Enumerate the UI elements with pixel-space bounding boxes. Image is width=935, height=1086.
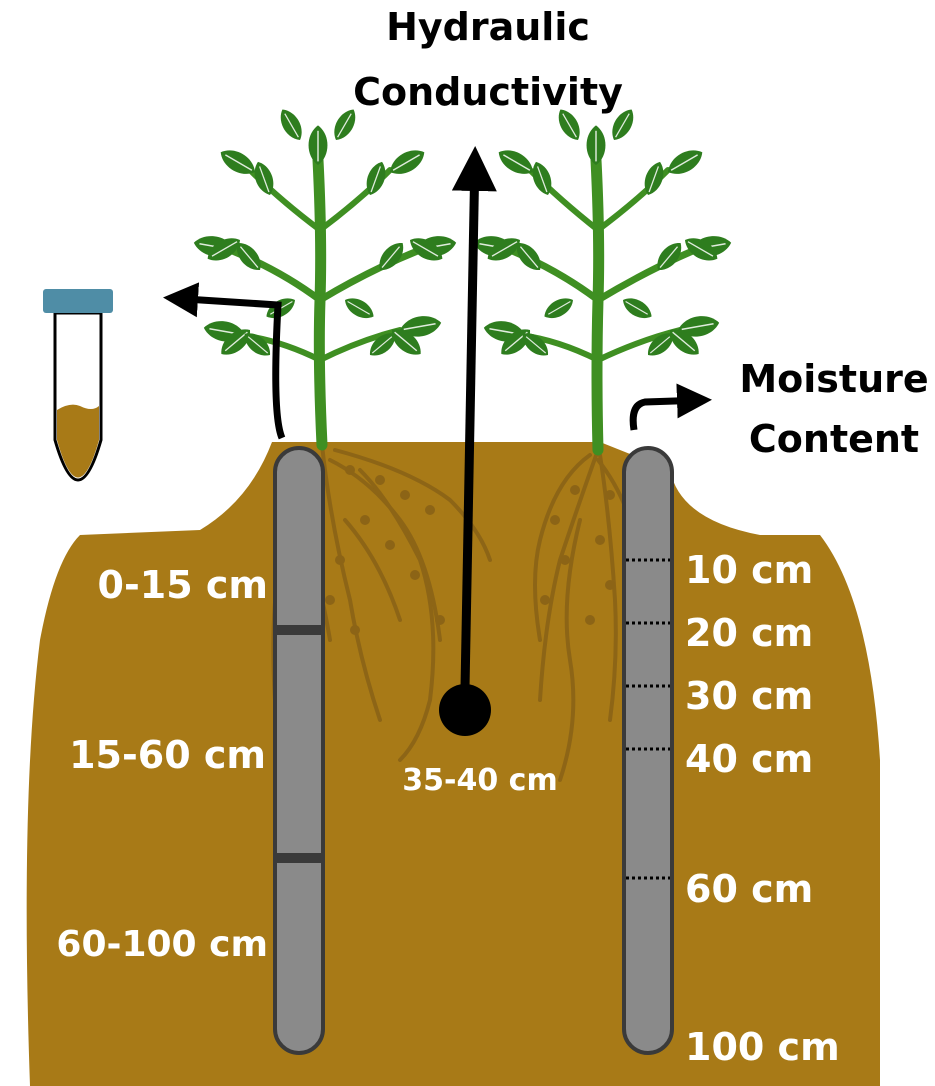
probe-depth-label: 60 cm <box>685 867 813 911</box>
core-divider-1 <box>275 625 323 635</box>
arrow-to-moisture <box>629 383 712 431</box>
sample-vial-icon <box>43 289 113 482</box>
root-nodules-left <box>295 465 445 635</box>
core-divider-2 <box>275 853 323 863</box>
soil-core-tube <box>273 446 325 1055</box>
root-nodules-right <box>540 485 615 625</box>
probe-depth-label: 10 cm <box>685 548 813 592</box>
title-line-1: Hydraulic <box>386 5 590 49</box>
arrow-to-vial <box>163 282 286 440</box>
plant-left <box>191 104 459 451</box>
core-depth-label: 15-60 cm <box>69 733 266 777</box>
core-depth-label: 60-100 cm <box>56 924 268 965</box>
probe-depth-label: 20 cm <box>685 611 813 655</box>
probe-depth-label: 100 cm <box>685 1025 840 1069</box>
conductivity-arrow <box>451 146 497 689</box>
probe-depth-label: 40 cm <box>685 737 813 781</box>
conductivity-depth-label: 35-40 cm <box>402 763 557 798</box>
core-depth-label: 0-15 cm <box>98 563 268 607</box>
moisture-probe-tube <box>622 446 674 1055</box>
moisture-label-line-1: Moisture <box>739 357 928 401</box>
probe-depth-label: 30 cm <box>685 674 813 718</box>
moisture-label-line-2: Content <box>749 417 919 461</box>
title-line-2: Conductivity <box>353 70 623 114</box>
conductivity-sensor <box>439 684 491 736</box>
plant-right <box>471 104 734 456</box>
